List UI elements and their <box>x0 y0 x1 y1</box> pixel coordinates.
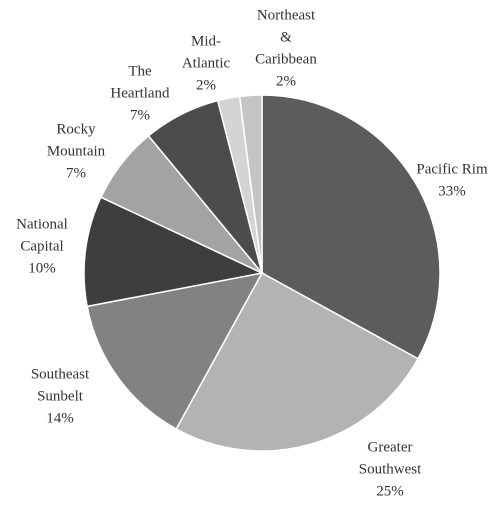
slice-label: Southwest <box>359 461 422 477</box>
slice-label: Mid- <box>191 33 221 49</box>
slice-label: Atlantic <box>182 55 231 71</box>
slice-value-label: 25% <box>376 483 404 499</box>
pie-slice <box>83 196 265 308</box>
slice-label: Mountain <box>47 143 106 159</box>
slice-value-label: 33% <box>438 183 466 199</box>
pie-slice <box>86 271 264 431</box>
slice-value-label: 2% <box>196 77 216 93</box>
slice-value-label: 2% <box>276 73 296 89</box>
slice-label: The <box>128 63 152 79</box>
slice-label: Rocky <box>56 121 96 137</box>
slice-value-label: 7% <box>130 107 150 123</box>
slice-value-label: 14% <box>46 410 74 426</box>
pie-slice <box>238 94 263 274</box>
slice-label: Sunbelt <box>37 388 84 404</box>
slice-value-label: 7% <box>66 165 86 181</box>
slice-label: Northeast <box>257 7 316 23</box>
slice-label: Greater <box>368 439 413 455</box>
pie-slice <box>175 271 420 452</box>
slice-label: Caribbean <box>255 51 317 67</box>
slice-label: Heartland <box>110 85 170 101</box>
slice-label: Southeast <box>31 366 90 382</box>
slice-label: Capital <box>20 238 63 254</box>
slice-label: National <box>16 216 68 232</box>
slice-value-label: 10% <box>28 260 56 276</box>
slice-label: Pacific Rim <box>416 161 488 177</box>
slice-label: & <box>280 29 292 45</box>
pie-slice <box>261 94 441 360</box>
